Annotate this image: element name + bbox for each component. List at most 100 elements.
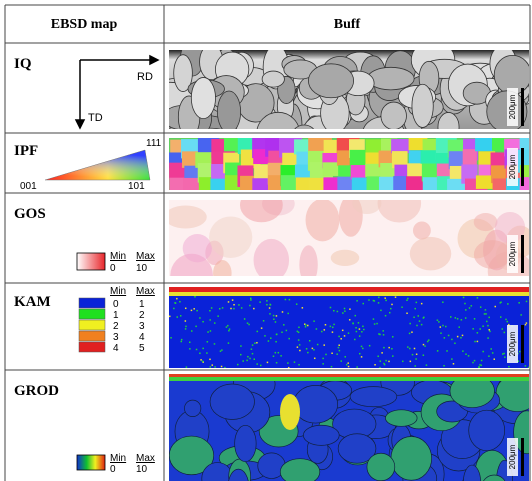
grain bbox=[352, 193, 381, 214]
speck bbox=[440, 326, 442, 328]
speck bbox=[209, 310, 211, 312]
image-bg bbox=[169, 287, 529, 368]
speck bbox=[448, 335, 450, 337]
speck bbox=[348, 332, 350, 334]
speck bbox=[349, 308, 351, 310]
speck bbox=[288, 367, 290, 369]
speck bbox=[474, 318, 476, 320]
speck bbox=[426, 364, 428, 366]
speck bbox=[240, 345, 242, 347]
speck bbox=[253, 308, 255, 310]
speck bbox=[384, 297, 386, 299]
legend-value: 3 bbox=[113, 332, 119, 343]
speck bbox=[384, 364, 386, 366]
grain bbox=[252, 178, 269, 192]
grain bbox=[303, 425, 339, 445]
speck bbox=[286, 330, 288, 332]
speck bbox=[206, 352, 208, 354]
legend-value: 10 bbox=[136, 263, 148, 274]
grain bbox=[469, 410, 505, 450]
speck bbox=[380, 360, 382, 362]
speck bbox=[407, 298, 409, 300]
grain bbox=[331, 250, 360, 266]
speck bbox=[250, 299, 252, 301]
speck bbox=[378, 302, 380, 304]
speck bbox=[479, 328, 481, 330]
grain bbox=[475, 137, 494, 152]
speck bbox=[305, 324, 307, 326]
speck bbox=[230, 308, 232, 310]
speck bbox=[347, 362, 349, 364]
speck bbox=[488, 355, 490, 357]
speck bbox=[362, 326, 364, 328]
speck bbox=[442, 301, 444, 303]
speck bbox=[224, 368, 226, 370]
speck bbox=[383, 334, 385, 336]
column-header: Buff bbox=[334, 17, 361, 32]
scale-label: 200μm bbox=[508, 94, 517, 119]
speck bbox=[359, 328, 361, 330]
speck bbox=[240, 354, 242, 356]
speck bbox=[457, 336, 459, 338]
speck bbox=[423, 354, 425, 356]
speck bbox=[391, 348, 393, 350]
speck bbox=[317, 344, 319, 346]
legend-value: 10 bbox=[136, 464, 148, 475]
speck bbox=[193, 308, 195, 310]
speck bbox=[451, 339, 453, 341]
speck bbox=[481, 360, 483, 362]
legend-value: 2 bbox=[113, 321, 119, 332]
speck bbox=[391, 304, 393, 306]
speck bbox=[486, 321, 488, 323]
grain bbox=[493, 178, 508, 199]
speck bbox=[309, 340, 311, 342]
row-label: GROD bbox=[14, 383, 59, 399]
speck bbox=[229, 328, 231, 330]
speck bbox=[332, 331, 334, 333]
speck bbox=[179, 301, 181, 303]
grain bbox=[413, 221, 431, 239]
speck bbox=[487, 325, 489, 327]
grain bbox=[381, 102, 407, 130]
speck bbox=[414, 348, 416, 350]
speck bbox=[241, 307, 243, 309]
speck bbox=[338, 344, 340, 346]
speck bbox=[356, 300, 358, 302]
speck bbox=[194, 296, 196, 298]
speck bbox=[259, 301, 261, 303]
grain bbox=[169, 178, 184, 194]
speck bbox=[421, 372, 423, 374]
speck bbox=[352, 322, 354, 324]
speck bbox=[427, 341, 429, 343]
speck bbox=[380, 310, 382, 312]
speck bbox=[409, 323, 411, 325]
speck bbox=[270, 337, 272, 339]
speck bbox=[227, 370, 229, 372]
speck bbox=[217, 315, 219, 317]
speck bbox=[519, 351, 521, 353]
speck bbox=[185, 320, 187, 322]
scale-bar bbox=[521, 88, 524, 126]
speck bbox=[377, 356, 379, 358]
speck bbox=[464, 368, 466, 370]
grain bbox=[191, 77, 215, 118]
speck bbox=[185, 308, 187, 310]
speck bbox=[298, 332, 300, 334]
speck bbox=[392, 336, 394, 338]
speck bbox=[185, 328, 187, 330]
speck bbox=[338, 347, 340, 349]
speck bbox=[401, 306, 403, 308]
micrograph bbox=[169, 367, 532, 481]
speck bbox=[261, 327, 263, 329]
speck bbox=[189, 342, 191, 344]
speck bbox=[299, 350, 301, 352]
speck bbox=[276, 362, 278, 364]
speck bbox=[196, 310, 198, 312]
speck bbox=[210, 366, 212, 368]
grain bbox=[262, 71, 284, 87]
speck bbox=[180, 315, 182, 317]
speck bbox=[389, 312, 391, 314]
speck bbox=[340, 338, 342, 340]
speck bbox=[242, 360, 244, 362]
speck bbox=[374, 323, 376, 325]
